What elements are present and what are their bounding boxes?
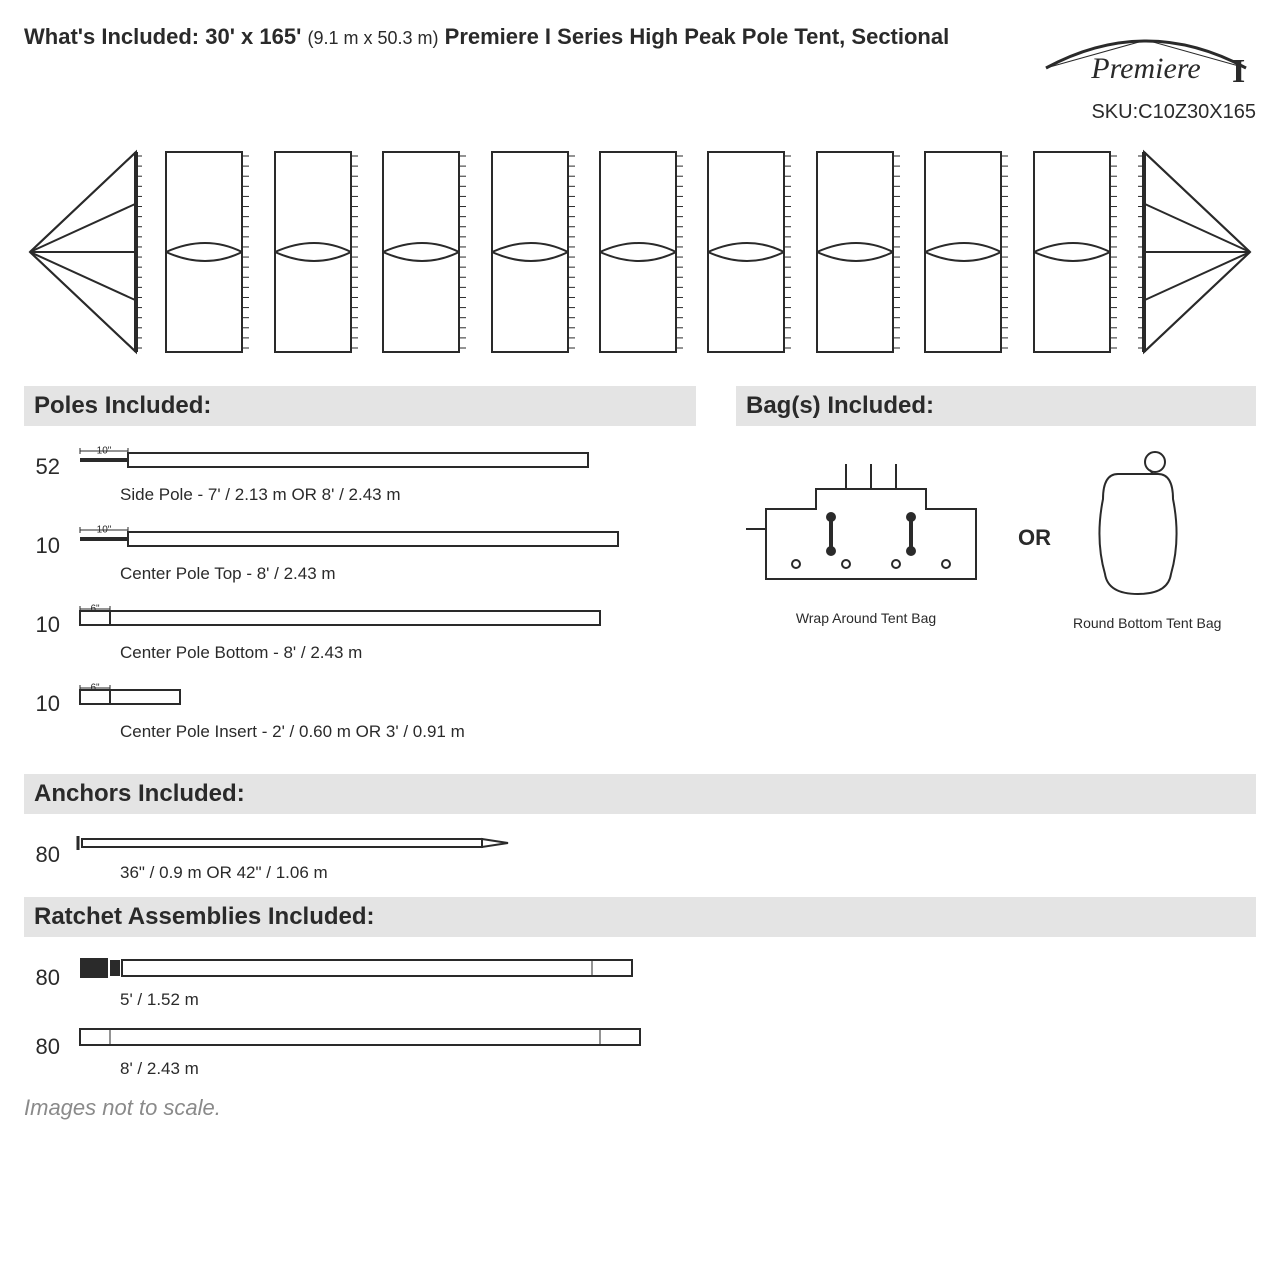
ratchet-label: 8' / 2.43 m: [120, 1059, 650, 1079]
ratchet-body: 5' / 1.52 m: [70, 955, 642, 1010]
pole-icon: 10": [70, 444, 638, 476]
pole-icon: 6": [70, 681, 230, 713]
pole-body: 6" Center Pole Insert - 2' / 0.60 m OR 3…: [70, 681, 696, 742]
ratchet-row: 80 8' / 2.43 m: [24, 1024, 1256, 1079]
pole-label: Side Pole - 7' / 2.13 m OR 8' / 2.43 m: [120, 485, 696, 505]
title-suffix: Premiere I Series High Peak Pole Tent, S…: [445, 24, 950, 49]
pole-label: Center Pole Insert - 2' / 0.60 m OR 3' /…: [120, 722, 696, 742]
pole-row: 10 6" Center Pole Insert - 2' / 0.60 m O…: [24, 681, 696, 742]
anchor-qty: 80: [24, 832, 70, 868]
poles-section: Poles Included: 52 10" Side Pole - 7' / …: [24, 386, 696, 760]
anchor-stake-icon: [70, 832, 530, 854]
tent-mid-section: [160, 142, 252, 362]
tent-mid-section: [702, 142, 794, 362]
round-bag-block: Round Bottom Tent Bag: [1073, 444, 1221, 631]
anchor-row: 80 36" / 0.9 m OR 42" / 1.06 m: [24, 832, 1256, 883]
pole-row: 52 10" Side Pole - 7' / 2.13 m OR 8' / 2…: [24, 444, 696, 505]
poles-header: Poles Included:: [24, 386, 696, 426]
ratchets-list: 80 5' / 1.52 m 80: [24, 955, 1256, 1079]
tent-mid-section: [377, 142, 469, 362]
bags-row: Wrap Around Tent Bag OR Round Bottom Ten…: [736, 444, 1256, 631]
logo-block: Premiere I SKU:C10Z30X165: [1036, 20, 1256, 124]
ratchet-body: 8' / 2.43 m: [70, 1024, 650, 1079]
pole-body: 10" Center Pole Top - 8' / 2.43 m: [70, 523, 696, 584]
tent-end-left: [24, 142, 144, 362]
pole-body: 10" Side Pole - 7' / 2.13 m OR 8' / 2.43…: [70, 444, 696, 505]
sku-label: SKU:C10Z30X165: [1036, 101, 1256, 124]
wrap-bag-label: Wrap Around Tent Bag: [736, 610, 996, 626]
pole-qty: 10: [24, 681, 70, 717]
round-bag-label: Round Bottom Tent Bag: [1073, 615, 1221, 631]
title-sub: (9.1 m x 50.3 m): [307, 28, 438, 48]
pole-qty: 10: [24, 523, 70, 559]
poles-bags-row: Poles Included: 52 10" Side Pole - 7' / …: [24, 386, 1256, 760]
anchor-label: 36" / 0.9 m OR 42" / 1.06 m: [120, 863, 530, 883]
ratchet-qty: 80: [24, 955, 70, 991]
pole-label: Center Pole Bottom - 8' / 2.43 m: [120, 643, 696, 663]
pole-body: 6" Center Pole Bottom - 8' / 2.43 m: [70, 602, 696, 663]
premiere-logo-icon: Premiere I: [1036, 20, 1256, 90]
pole-label: Center Pole Top - 8' / 2.43 m: [120, 564, 696, 584]
svg-text:I: I: [1232, 53, 1245, 90]
tent-mid-section: [269, 142, 361, 362]
tent-mid-section: [1028, 142, 1120, 362]
bags-header: Bag(s) Included:: [736, 386, 1256, 426]
pole-qty: 52: [24, 444, 70, 480]
tent-end-right: [1136, 142, 1256, 362]
tent-mid-section: [919, 142, 1011, 362]
svg-text:10": 10": [97, 524, 112, 535]
ratchet-label: 5' / 1.52 m: [120, 990, 642, 1010]
page-title: What's Included: 30' x 165' (9.1 m x 50.…: [24, 20, 949, 50]
anchor-body: 36" / 0.9 m OR 42" / 1.06 m: [70, 832, 530, 883]
pole-icon: 10": [70, 523, 668, 555]
round-bag-icon: [1073, 444, 1203, 604]
footer-note: Images not to scale.: [24, 1095, 1256, 1121]
ratchet-row: 80 5' / 1.52 m: [24, 955, 1256, 1010]
tent-mid-section: [594, 142, 686, 362]
pole-qty: 10: [24, 602, 70, 638]
wrap-bag-block: Wrap Around Tent Bag: [736, 449, 996, 626]
pole-icon: 6": [70, 602, 650, 634]
ratchet-strap-icon: [70, 955, 642, 981]
anchors-header: Anchors Included:: [24, 774, 1256, 814]
header-row: What's Included: 30' x 165' (9.1 m x 50.…: [24, 20, 1256, 124]
ratchets-header: Ratchet Assemblies Included:: [24, 897, 1256, 937]
title-prefix: What's Included: 30' x 165': [24, 24, 301, 49]
pole-row: 10 10" Center Pole Top - 8' / 2.43 m: [24, 523, 696, 584]
svg-text:10": 10": [97, 445, 112, 456]
or-text: OR: [1018, 525, 1051, 551]
tent-sectional-diagram: [24, 142, 1256, 362]
wrap-bag-icon: [736, 449, 996, 599]
tent-mid-section: [811, 142, 903, 362]
ratchet-strap-icon: [70, 1024, 650, 1050]
poles-list: 52 10" Side Pole - 7' / 2.13 m OR 8' / 2…: [24, 444, 696, 742]
anchors-list: 80 36" / 0.9 m OR 42" / 1.06 m: [24, 832, 1256, 883]
tent-mid-section: [486, 142, 578, 362]
pole-row: 10 6" Center Pole Bottom - 8' / 2.43 m: [24, 602, 696, 663]
ratchet-qty: 80: [24, 1024, 70, 1060]
svg-text:Premiere: Premiere: [1090, 52, 1200, 85]
bags-section: Bag(s) Included:: [736, 386, 1256, 760]
